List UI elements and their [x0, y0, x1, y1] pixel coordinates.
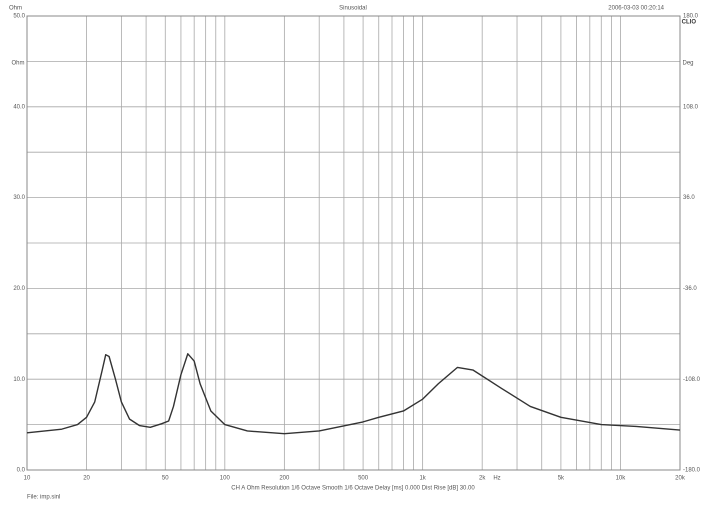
- x-tick-label: 5k: [558, 476, 565, 482]
- x-tick-label: 50: [162, 476, 169, 482]
- x-tick-label: 200: [279, 476, 290, 482]
- y-tick-label: 20.0: [13, 286, 25, 292]
- y2-tick-label: -108.0: [683, 377, 701, 383]
- x-tick-label: 500: [358, 476, 369, 482]
- x-tick-label: 20k: [675, 476, 686, 482]
- y2-axis-label: Deg: [682, 61, 693, 67]
- impedance-curve: [26, 353, 681, 435]
- brand: CLIO: [682, 20, 697, 26]
- x-tick-label: 1k: [419, 476, 426, 482]
- y2-tick-label: -36.0: [683, 286, 697, 292]
- y-tick-label: 30.0: [13, 195, 25, 201]
- y2-tick-label: 36.0: [683, 195, 695, 201]
- y2-tick-label: 108.0: [683, 104, 699, 110]
- x-tick-label: 2k: [479, 476, 486, 482]
- x-axis-label: Hz: [493, 476, 500, 482]
- y-tick-label: 10.0: [13, 377, 25, 383]
- file-label: File: imp.sinl: [27, 495, 60, 501]
- y2-tick-label: 180.0: [683, 14, 699, 20]
- y-unit-label: Ohm: [9, 6, 22, 12]
- plot-frame: [26, 15, 681, 471]
- x-tick-label: 20: [83, 476, 90, 482]
- timestamp: 2006-03-03 00:20:14: [608, 6, 664, 12]
- y2-tick-label: -180.0: [683, 468, 701, 474]
- y-tick-label: 0.0: [17, 468, 26, 474]
- y-tick-label: 50.0: [13, 14, 25, 20]
- x-tick-label: 10: [24, 476, 31, 482]
- footer: CH A Ohm Resolution 1/6 Octave Smooth 1/…: [231, 486, 475, 492]
- x-tick-label: 10k: [616, 476, 627, 482]
- chart-title: Sinusoidal: [339, 6, 367, 12]
- y-tick-label: 40.0: [13, 104, 25, 110]
- y-axis-label: Ohm: [11, 61, 24, 67]
- x-tick-label: 100: [220, 476, 231, 482]
